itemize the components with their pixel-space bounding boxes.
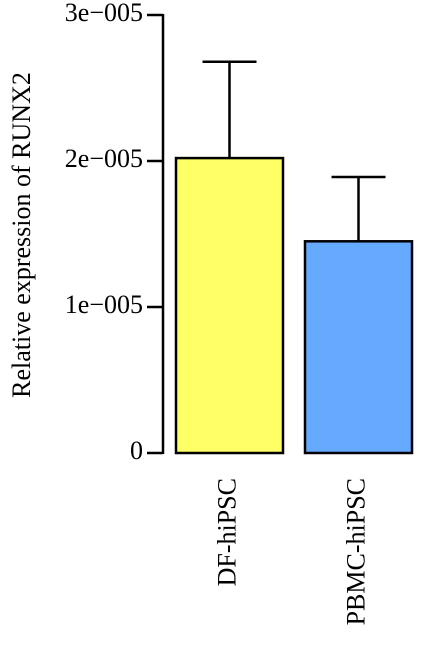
y-axis-label: Relative expression of RUNX2	[7, 72, 36, 398]
x-tick-label: PBMC-hiPSC	[341, 478, 370, 625]
bar	[174, 156, 285, 455]
x-tick-label: DF-hiPSC	[212, 478, 241, 586]
y-tick-label: 0	[130, 436, 143, 465]
bar	[303, 240, 414, 455]
y-tick-label: 1e−005	[65, 290, 143, 319]
y-tick-label: 2e−005	[65, 144, 143, 173]
y-tick-label: 3e−005	[65, 0, 143, 27]
